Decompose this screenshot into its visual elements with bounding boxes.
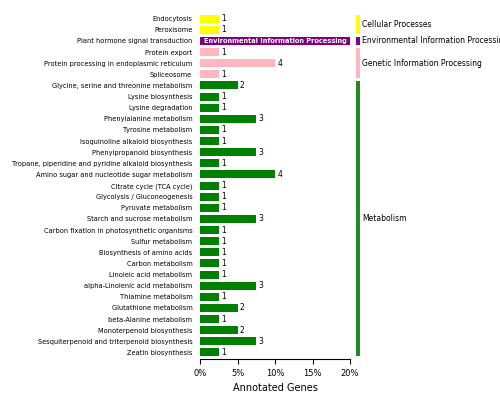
Text: Cellular Processes: Cellular Processes — [362, 20, 432, 29]
Bar — [200, 226, 219, 234]
Bar — [200, 315, 219, 323]
Text: 1: 1 — [221, 181, 226, 190]
Bar — [200, 193, 219, 201]
Bar — [200, 70, 219, 78]
Text: 1: 1 — [221, 159, 226, 168]
Bar — [200, 48, 219, 56]
Bar — [200, 104, 219, 112]
Text: 1: 1 — [221, 70, 226, 79]
Text: Environmental Information Processing: Environmental Information Processing — [362, 36, 500, 45]
Bar — [200, 93, 219, 101]
Text: 1: 1 — [221, 25, 226, 34]
Bar — [356, 15, 360, 34]
Text: 1: 1 — [221, 14, 226, 23]
Text: 3: 3 — [258, 114, 264, 123]
Text: 1: 1 — [221, 47, 226, 57]
Bar — [356, 48, 360, 78]
Bar — [200, 137, 219, 145]
Text: Genetic Information Processing: Genetic Information Processing — [362, 59, 482, 68]
Text: Environmental Information Processing: Environmental Information Processing — [204, 38, 346, 44]
X-axis label: Annotated Genes: Annotated Genes — [232, 383, 318, 393]
Text: 4: 4 — [277, 170, 282, 179]
Text: 1: 1 — [221, 237, 226, 246]
Text: 1: 1 — [221, 259, 226, 268]
Bar — [200, 170, 275, 178]
Bar — [200, 37, 350, 45]
Text: 3: 3 — [258, 214, 264, 223]
Bar — [356, 81, 360, 356]
Text: 1: 1 — [221, 92, 226, 101]
Text: 1: 1 — [221, 103, 226, 112]
Bar — [200, 182, 219, 190]
Text: 2: 2 — [240, 326, 244, 335]
Text: 4: 4 — [277, 59, 282, 68]
Text: 1: 1 — [221, 314, 226, 324]
Text: 3: 3 — [258, 148, 264, 157]
Text: 1: 1 — [221, 192, 226, 201]
Bar — [356, 37, 360, 45]
Text: 3: 3 — [258, 337, 264, 346]
Bar — [200, 81, 237, 89]
Text: 2: 2 — [240, 81, 244, 90]
Bar — [200, 15, 219, 23]
Text: 1: 1 — [221, 125, 226, 134]
Text: 1: 1 — [221, 248, 226, 257]
Bar — [200, 293, 219, 301]
Bar — [200, 282, 256, 290]
Bar — [200, 148, 256, 156]
Text: 1: 1 — [221, 225, 226, 235]
Bar — [200, 59, 275, 67]
Bar — [200, 259, 219, 267]
Bar — [200, 248, 219, 256]
Text: 2: 2 — [240, 303, 244, 312]
Text: Metabolism: Metabolism — [362, 214, 406, 223]
Bar — [200, 126, 219, 134]
Text: 3: 3 — [258, 281, 264, 290]
Bar — [200, 271, 219, 279]
Text: 1: 1 — [221, 136, 226, 146]
Bar — [200, 26, 219, 34]
Bar — [200, 204, 219, 212]
Text: 1: 1 — [221, 203, 226, 212]
Bar — [200, 337, 256, 345]
Bar — [200, 159, 219, 167]
Bar — [200, 348, 219, 356]
Bar — [200, 215, 256, 223]
Bar — [200, 326, 237, 334]
Bar — [200, 237, 219, 245]
Bar — [200, 115, 256, 123]
Text: 1: 1 — [221, 270, 226, 279]
Bar — [200, 304, 237, 312]
Text: 1: 1 — [221, 348, 226, 357]
Text: 1: 1 — [221, 292, 226, 301]
